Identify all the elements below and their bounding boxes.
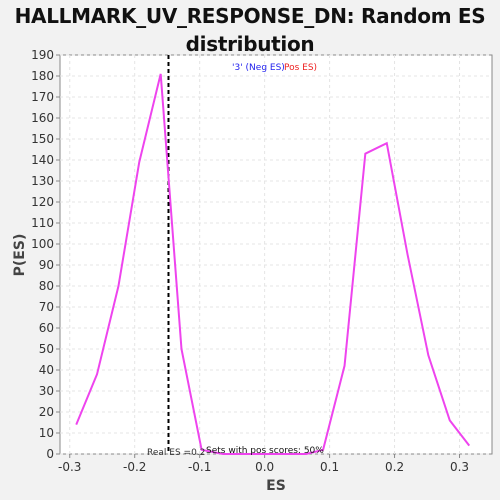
- series-line: [75, 73, 471, 455]
- y-axis-label: P(ES): [12, 234, 28, 277]
- grid-lines: [60, 54, 492, 455]
- y-tick-label: 40: [39, 363, 54, 377]
- x-tick-label: -0.3: [58, 460, 81, 474]
- y-tick-label: 30: [39, 384, 54, 398]
- y-tick-label: 160: [31, 111, 54, 125]
- y-tick-label: 110: [31, 216, 54, 230]
- y-tick-label: 20: [39, 405, 54, 419]
- x-tick-label: 0.0: [255, 460, 274, 474]
- x-tick-label: 0.3: [450, 460, 469, 474]
- x-axis-ticks: -0.3 -0.2 -0.1 0.0 0.1 0.2 0.3: [58, 454, 469, 474]
- pos-scores-annotation: Sets with pos scores: 50%: [206, 446, 324, 456]
- chart-title: HALLMARK_UV_RESPONSE_DN: Random ES distr…: [14, 4, 486, 56]
- x-axis-label: ES: [266, 478, 286, 494]
- y-tick-label: 100: [31, 237, 54, 251]
- y-tick-label: 80: [39, 279, 54, 293]
- x-tick-label: -0.1: [188, 460, 211, 474]
- x-tick-label: -0.2: [123, 460, 146, 474]
- y-tick-label: 90: [39, 258, 54, 272]
- y-tick-label: 150: [31, 132, 54, 146]
- x-tick-label: 0.2: [385, 460, 404, 474]
- y-tick-label: 0: [46, 447, 54, 461]
- real-es-annotation: Real ES =0.2: [147, 448, 205, 458]
- y-tick-label: 140: [31, 153, 54, 167]
- y-tick-label: 10: [39, 426, 54, 440]
- y-tick-label: 60: [39, 321, 54, 335]
- y-tick-label: 170: [31, 90, 54, 104]
- y-axis-ticks: 0 10 20 30 40 50 60 70 80 90 100 110 120 130 140 150 160…: [31, 48, 60, 461]
- y-tick-label: 70: [39, 300, 54, 314]
- y-tick-label: 180: [31, 69, 54, 83]
- legend-pos-label: Pos ES): [284, 63, 317, 73]
- legend-neg-label: '3' (Neg ES): [232, 63, 285, 73]
- y-tick-label: 190: [31, 48, 54, 62]
- y-tick-label: 50: [39, 342, 54, 356]
- x-tick-label: 0.1: [320, 460, 339, 474]
- plot-area: [59, 54, 493, 455]
- y-tick-label: 130: [31, 174, 54, 188]
- y-tick-label: 120: [31, 195, 54, 209]
